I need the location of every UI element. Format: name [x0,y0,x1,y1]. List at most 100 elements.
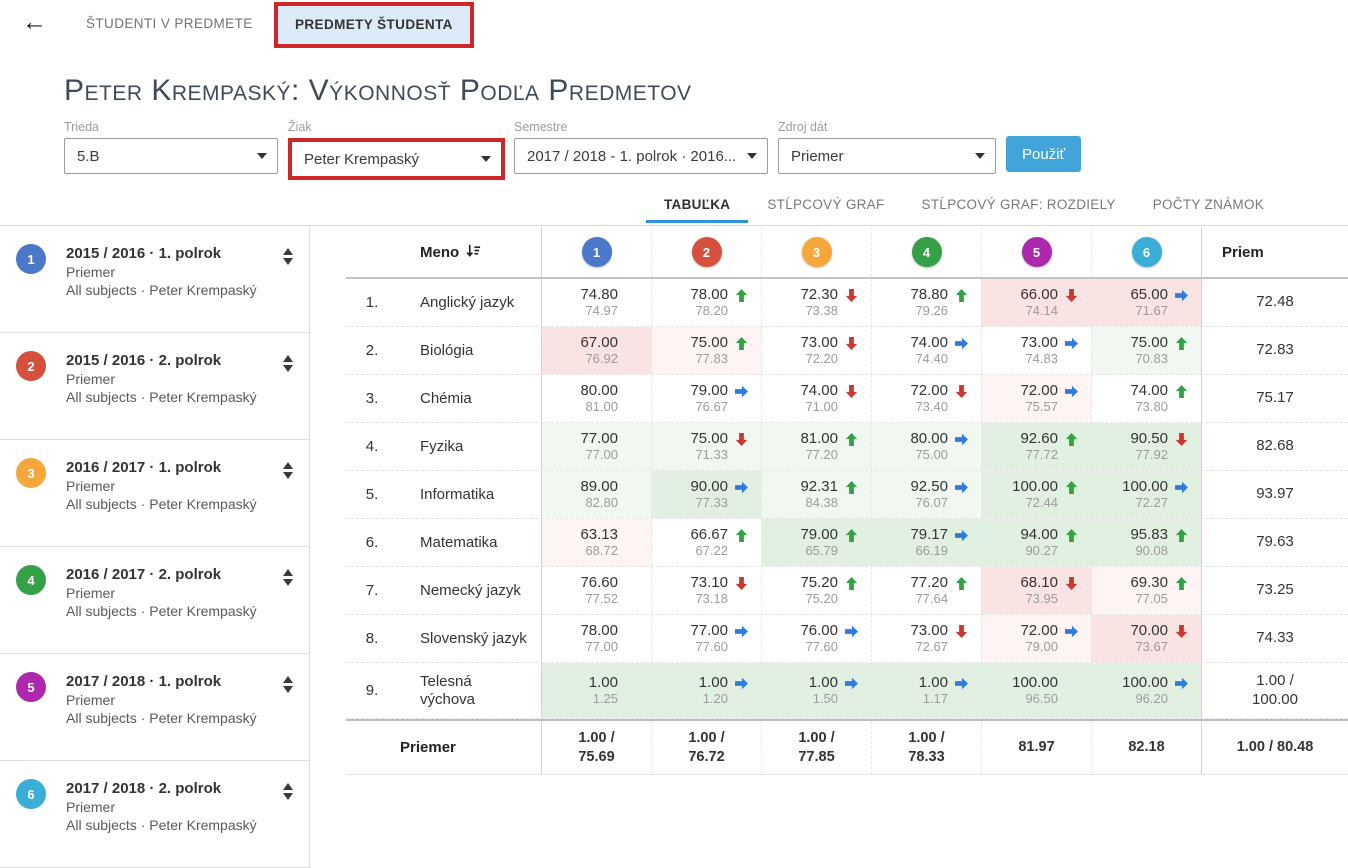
score-cell: 77.00 77.60 [651,615,761,662]
reorder-updown-icon[interactable] [283,462,293,479]
sidebar-period-item-4[interactable]: 4 2016 / 2017 · 2. polrok Priemer All subje… [0,547,309,654]
sidebar-period-item-6[interactable]: 6 2017 / 2018 · 2. polrok Priemer All subje… [0,761,309,868]
score-sub: 71.67 [1135,302,1168,318]
sort-asc-icon[interactable] [466,243,481,262]
period-scope: All subjects · Peter Krempaský [66,388,257,405]
sidebar-period-item-5[interactable]: 5 2017 / 2018 · 1. polrok Priemer All subje… [0,654,309,761]
trend-up-icon [735,336,748,350]
period-column-badge: 4 [911,237,942,267]
score-main: 70.00 [1130,622,1168,640]
subject-name: Nemecký jazyk [420,581,521,599]
view-tab-stlpcovy-graf-rozdiely[interactable]: STĹPCOVÝ GRAF: ROZDIELY [921,197,1116,212]
trend-right-icon [1065,337,1078,349]
zdroj-dat-select[interactable]: Priemer [778,138,996,174]
view-tabs: TABUĽKA STĹPCOVÝ GRAF STĹPCOVÝ GRAF: ROZ… [645,197,1265,223]
score-main: 63.13 [580,526,618,544]
semestre-select[interactable]: 2017 / 2018 - 1. polrok · 2016... [514,138,768,174]
trend-up-icon [1065,432,1078,446]
sidebar-period-item-1[interactable]: 1 2015 / 2016 · 1. polrok Priemer All subje… [0,226,309,333]
score-main: 100.00 [1122,478,1168,496]
score-cell: 78.80 79.26 [871,279,981,326]
view-tab-stlpcovy-graf[interactable]: STĹPCOVÝ GRAF [767,197,885,212]
ziak-select[interactable]: Peter Krempaský [292,142,501,176]
trend-up-icon [845,528,858,542]
score-sub: 77.92 [1135,446,1168,462]
score-cell: 100.00 72.27 [1091,471,1201,518]
trend-up-icon [735,528,748,542]
score-cell: 72.00 75.57 [981,375,1091,422]
score-main: 72.00 [910,382,948,400]
score-sub: 72.44 [1025,494,1058,510]
footer-cell: 1.00 / 78.33 [871,721,981,774]
score-cell: 77.20 77.64 [871,567,981,614]
tab-studenti-v-predmete[interactable]: ŠTUDENTI V PREDMETE [86,16,253,31]
row-index: 6. [365,534,379,551]
tab-predmety-studenta-annotated[interactable]: PREDMETY ŠTUDENTA [274,2,474,48]
score-main: 81.00 [800,430,838,448]
sidebar-period-list: 1 2015 / 2016 · 1. polrok Priemer All subje… [0,226,310,868]
score-main: 79.00 [800,526,838,544]
trend-right-icon [955,481,968,493]
score-cell: 81.00 77.20 [761,423,871,470]
period-column-badge: 6 [1131,237,1162,267]
table-header-row: Meno 1 2 3 4 5 6 Priem [346,227,1348,279]
score-sub: 84.38 [805,494,838,510]
period-source: Priemer [66,478,116,494]
sidebar-period-item-3[interactable]: 3 2016 / 2017 · 1. polrok Priemer All subje… [0,440,309,547]
reorder-updown-icon[interactable] [283,248,293,265]
score-sub: 90.08 [1135,542,1168,558]
apply-button[interactable]: Použiť [1006,136,1082,172]
period-scope: All subjects · Peter Krempaský [66,816,257,833]
score-main: 76.60 [580,574,618,592]
score-cell: 74.00 74.40 [871,327,981,374]
priem-header: Priem [1201,227,1348,277]
score-sub: 74.40 [915,350,948,366]
score-sub: 67.22 [695,542,728,558]
score-sub: 73.40 [915,398,948,414]
score-cell: 79.17 66.19 [871,519,981,566]
reorder-updown-icon[interactable] [283,355,293,372]
score-sub: 68.72 [585,542,618,558]
period-scope: All subjects · Peter Krempaský [66,281,257,298]
score-cell: 95.83 90.08 [1091,519,1201,566]
subject-name: Fyzika [420,437,464,455]
score-main: 73.00 [1020,334,1058,352]
score-cell: 70.00 73.67 [1091,615,1201,662]
sidebar-period-item-2[interactable]: 2 2015 / 2016 · 2. polrok Priemer All subje… [0,333,309,440]
trend-right-icon [1175,481,1188,493]
reorder-updown-icon[interactable] [283,569,293,586]
score-sub: 72.27 [1135,494,1168,510]
trieda-select[interactable]: 5.B [64,138,278,174]
score-cell: 79.00 65.79 [761,519,871,566]
score-main: 90.00 [690,478,728,496]
period-column-badge: 3 [801,237,832,267]
ziak-select-value: Peter Krempaský [304,150,420,168]
table-row: 5. Informatika 89.00 82.80 90.00 77.33 92.31 84… [346,471,1348,519]
trend-down-icon [1175,624,1188,638]
score-cell: 74.00 71.00 [761,375,871,422]
reorder-updown-icon[interactable] [283,783,293,800]
score-sub: 73.95 [1025,590,1058,606]
score-cell: 72.30 73.38 [761,279,871,326]
table-row: 7. Nemecký jazyk 76.60 77.52 73.10 73.18 75.20… [346,567,1348,615]
score-sub: 73.38 [805,302,838,318]
score-main: 80.00 [580,382,618,400]
score-main: 89.00 [580,478,618,496]
filter-trieda: Trieda 5.B [64,120,278,174]
score-cell: 66.00 74.14 [981,279,1091,326]
trend-down-icon [1065,576,1078,590]
view-tab-tabulka[interactable]: TABUĽKA [645,197,749,223]
back-arrow-icon[interactable]: ← [22,8,47,36]
view-tab-pocty-znamok[interactable]: POČTY ZNÁMOK [1152,197,1265,212]
trend-up-icon [735,288,748,302]
score-sub: 75.20 [805,590,838,606]
reorder-updown-icon[interactable] [283,676,293,693]
trend-right-icon [955,677,968,689]
score-main: 74.00 [1130,382,1168,400]
score-sub: 70.83 [1135,350,1168,366]
footer-cell: 1.00 / 75.69 [541,721,651,774]
score-main: 79.00 [690,382,728,400]
row-average: 1.00 / 100.00 [1201,663,1348,718]
score-main: 77.00 [690,622,728,640]
score-sub: 74.14 [1025,302,1058,318]
